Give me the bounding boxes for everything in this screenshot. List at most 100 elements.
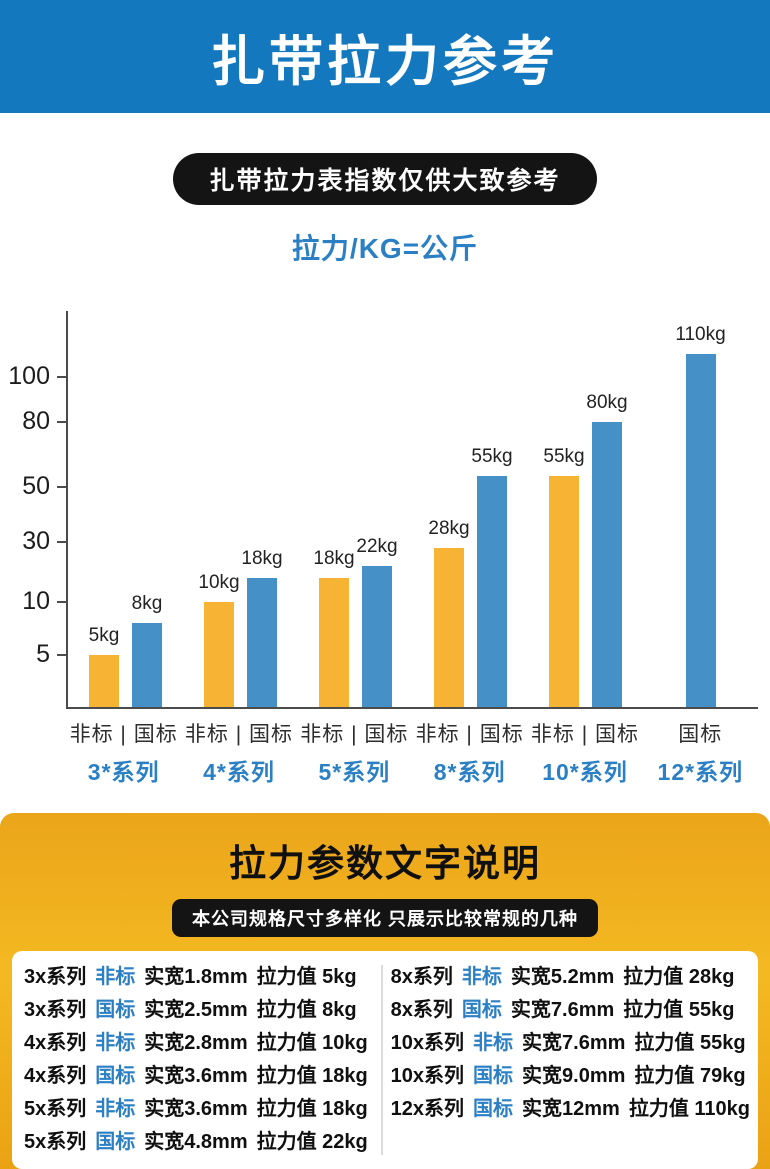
bar: 55kg xyxy=(543,446,585,707)
bar-group: 55kg 80kg xyxy=(528,311,643,707)
y-axis-tick xyxy=(57,601,66,603)
series-label: 10*系列 xyxy=(542,759,628,785)
bar: 5kg xyxy=(89,625,119,707)
spec-series: 10x系列 xyxy=(390,1065,465,1087)
y-axis-tick xyxy=(57,541,66,543)
spec-series: 3x系列 xyxy=(24,999,87,1021)
spec-row: 5x系列 国标 实宽4.8mm 拉力值 22kg xyxy=(24,1126,377,1159)
spec-width: 实宽7.6mm xyxy=(510,999,615,1021)
y-axis-label: 80 xyxy=(22,407,50,435)
bar-value-label: 22kg xyxy=(356,536,398,557)
spec-width: 实宽3.6mm xyxy=(144,1065,248,1087)
group-labels: 国标 12*系列 xyxy=(643,718,758,787)
spec-pull: 拉力值 110kg xyxy=(628,1098,750,1120)
bar-group: 18kg 22kg xyxy=(298,311,413,707)
spec-std: 非标 xyxy=(95,1098,136,1120)
spec-width: 实宽4.8mm xyxy=(144,1131,248,1153)
bar: 55kg xyxy=(471,446,513,707)
y-axis-label: 50 xyxy=(22,472,50,500)
spec-row: 3x系列 国标 实宽2.5mm 拉力值 8kg xyxy=(24,994,377,1027)
spec-row: 4x系列 非标 实宽2.8mm 拉力值 10kg xyxy=(24,1027,377,1060)
subtitle-text: 扎带拉力表指数仅供大致参考 xyxy=(209,167,561,195)
spec-width: 实宽9.0mm xyxy=(522,1065,626,1087)
spec-pull: 拉力值 18kg xyxy=(256,1098,368,1120)
spec-series: 8x系列 xyxy=(390,999,453,1021)
group-axis-label: 非标 | 国标 xyxy=(69,723,178,746)
series-label: 3*系列 xyxy=(87,759,160,785)
y-axis-label: 5 xyxy=(36,640,50,668)
spec-width: 实宽5.2mm xyxy=(510,966,615,988)
bar-value-label: 18kg xyxy=(313,548,355,569)
spec-std: 非标 xyxy=(95,1032,136,1054)
spec-section: 拉力参数文字说明 本公司规格尺寸多样化 只展示比较常规的几种 3x系列 非标 实宽1… xyxy=(0,813,770,1169)
group-labels: 非标 | 国标 10*系列 xyxy=(527,718,642,787)
spec-std: 非标 xyxy=(95,966,136,988)
spec-note-text: 本公司规格尺寸多样化 只展示比较常规的几种 xyxy=(192,909,578,929)
group-labels: 非标 | 国标 8*系列 xyxy=(412,718,527,787)
series-label: 12*系列 xyxy=(657,759,744,785)
group-axis-label: 非标 | 国标 xyxy=(415,723,524,746)
spec-pull: 拉力值 8kg xyxy=(256,999,357,1021)
spec-column-right: 8x系列 非标 实宽5.2mm 拉力值 28kg 8x系列 国标 实宽7.6mm 拉力值 55… xyxy=(383,961,754,1159)
header-banner: 扎带拉力参考 xyxy=(0,0,770,113)
spec-row: 10x系列 非标 实宽7.6mm 拉力值 55kg xyxy=(391,1027,750,1060)
spec-column-left: 3x系列 非标 实宽1.8mm 拉力值 5kg 3x系列 国标 实宽2.5mm 拉力值 8kg… xyxy=(16,961,381,1159)
bar-value-label: 55kg xyxy=(543,446,585,467)
spec-series: 8x系列 xyxy=(390,966,453,988)
spec-std: 国标 xyxy=(473,1098,514,1120)
spec-row: 8x系列 国标 实宽7.6mm 拉力值 55kg xyxy=(391,994,750,1027)
spec-series: 5x系列 xyxy=(24,1131,87,1153)
group-axis-label: 非标 | 国标 xyxy=(300,723,409,746)
spec-series: 5x系列 xyxy=(24,1098,87,1120)
spec-std: 国标 xyxy=(95,999,136,1021)
spec-width: 实宽3.6mm xyxy=(144,1098,248,1120)
bar: 110kg xyxy=(675,324,726,707)
spec-pull: 拉力值 55kg xyxy=(623,999,735,1021)
bar: 80kg xyxy=(586,392,628,707)
bar: 8kg xyxy=(132,593,162,707)
y-axis-tick xyxy=(57,486,66,488)
bar: 22kg xyxy=(356,536,398,707)
spec-width: 实宽12mm xyxy=(522,1098,620,1120)
spec-std: 国标 xyxy=(473,1065,514,1087)
spec-row: 5x系列 非标 实宽3.6mm 拉力值 18kg xyxy=(24,1093,377,1126)
spec-width: 实宽2.8mm xyxy=(144,1032,248,1054)
subtitle-pill: 扎带拉力表指数仅供大致参考 xyxy=(173,153,597,205)
group-axis-label: 非标 | 国标 xyxy=(530,723,640,746)
spec-card: 3x系列 非标 实宽1.8mm 拉力值 5kg 3x系列 国标 实宽2.5mm 拉力值 8kg… xyxy=(12,951,758,1169)
spec-std: 国标 xyxy=(95,1065,136,1087)
spec-width: 实宽2.5mm xyxy=(144,999,248,1021)
y-axis-label: 10 xyxy=(22,587,50,615)
spec-series: 10x系列 xyxy=(390,1032,465,1054)
unit-note: 拉力/KG=公斤 xyxy=(291,233,479,264)
spec-width: 实宽1.8mm xyxy=(144,966,248,988)
spec-std: 国标 xyxy=(95,1131,136,1153)
spec-row: 4x系列 国标 实宽3.6mm 拉力值 18kg xyxy=(24,1060,377,1093)
bar: 10kg xyxy=(198,572,240,707)
spec-series: 12x系列 xyxy=(390,1098,465,1120)
series-label: 4*系列 xyxy=(203,759,275,785)
spec-row: 3x系列 非标 实宽1.8mm 拉力值 5kg xyxy=(24,961,377,994)
spec-note-pill: 本公司规格尺寸多样化 只展示比较常规的几种 xyxy=(172,899,598,937)
bar-group: 110kg xyxy=(643,311,758,707)
spec-std: 非标 xyxy=(473,1032,514,1054)
bar-group: 5kg 8kg xyxy=(68,311,183,707)
group-axis-label: 国标 xyxy=(678,723,723,746)
bar-value-label: 8kg xyxy=(131,593,163,614)
group-labels: 非标 | 国标 5*系列 xyxy=(297,718,412,787)
group-axis-label: 非标 | 国标 xyxy=(184,723,294,746)
y-axis-tick xyxy=(57,654,66,656)
spec-std: 非标 xyxy=(461,966,502,988)
bar: 28kg xyxy=(428,518,470,707)
bar-value-label: 110kg xyxy=(675,324,726,345)
series-label: 5*系列 xyxy=(318,759,391,785)
bar: 18kg xyxy=(241,548,283,707)
y-axis-tick xyxy=(57,376,66,378)
spec-series: 4x系列 xyxy=(24,1065,87,1087)
spec-pull: 拉力值 28kg xyxy=(623,966,735,988)
spec-divider xyxy=(380,965,383,1155)
spec-pull: 拉力值 22kg xyxy=(256,1131,368,1153)
group-labels: 非标 | 国标 4*系列 xyxy=(181,718,296,787)
spec-std: 国标 xyxy=(461,999,502,1021)
x-axis-labels: 非标 | 国标 3*系列 非标 | 国标 4*系列 非标 | 国标 5*系列 非标 | 国标… xyxy=(66,718,758,787)
